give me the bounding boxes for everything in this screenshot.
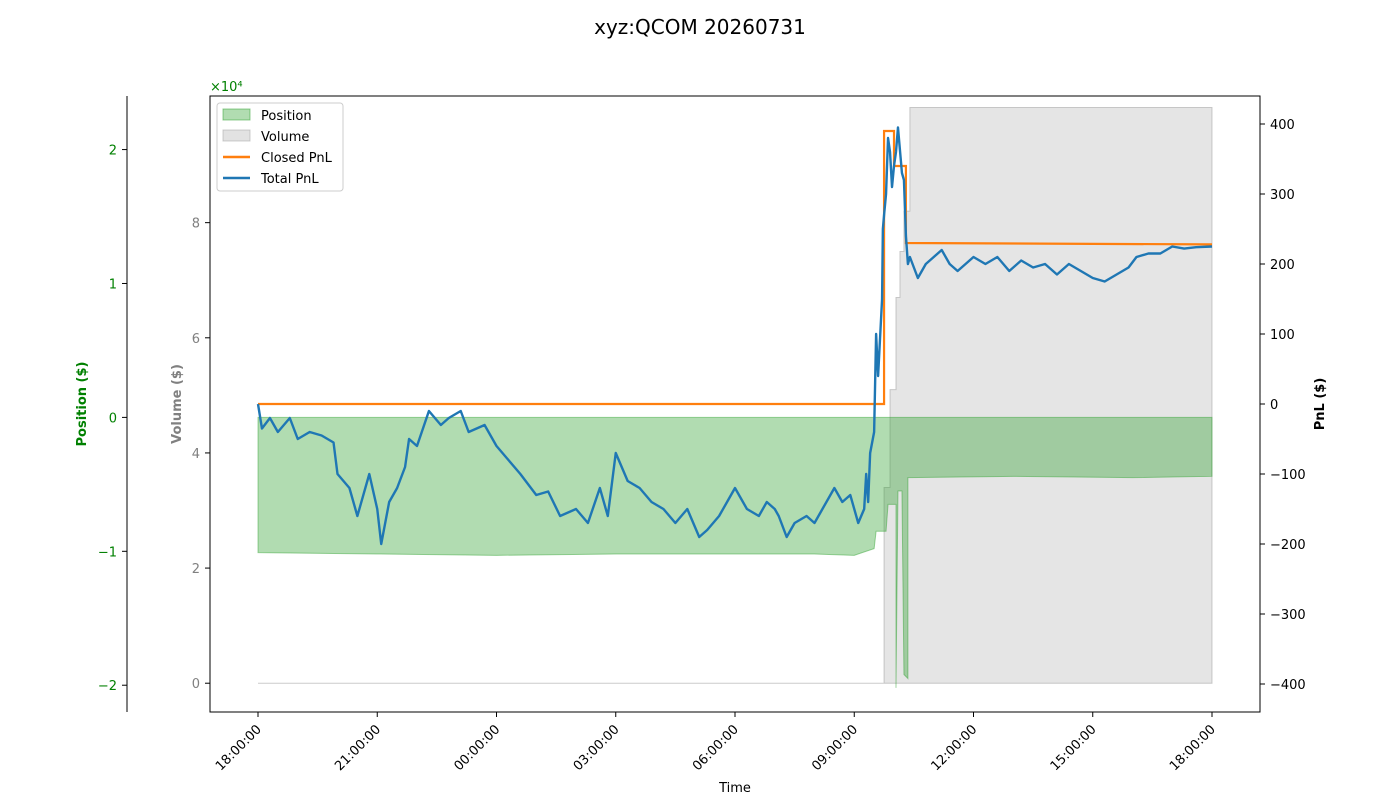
volume-tick-label: 0 — [192, 677, 200, 692]
legend-label: Closed PnL — [261, 151, 333, 166]
series-position-area — [257, 416, 1213, 688]
position-multiplier-label: ×10⁴ — [210, 80, 243, 95]
x-tick-label: 06:00:00 — [690, 722, 742, 774]
series-layer — [256, 107, 1213, 688]
pnl-tick-label: 100 — [1270, 328, 1295, 343]
legend-box — [216, 102, 344, 192]
legend: Position Volume Closed PnL Total PnL — [216, 102, 344, 192]
position-tick-label: 1 — [109, 277, 117, 292]
x-tick-label: 09:00:00 — [809, 722, 861, 774]
pnl-tick-label: −200 — [1270, 538, 1306, 553]
x-axis: 18:00:00 21:00:00 00:00:00 03:00:00 06:00:00… — [213, 712, 1219, 774]
volume-axis: 8 6 4 2 0 — [192, 217, 210, 692]
chart-title: xyz:QCOM 20260731 — [594, 15, 806, 39]
legend-swatch — [222, 129, 251, 142]
x-tick-label: 15:00:00 — [1048, 722, 1100, 774]
position-tick-label: 0 — [109, 411, 117, 426]
legend-swatch — [222, 108, 251, 121]
pnl-tick-label: −100 — [1270, 468, 1306, 483]
legend-label: Total PnL — [260, 172, 319, 187]
position-axis: 2 1 0 −1 −2 — [98, 144, 127, 694]
x-axis-label: Time — [718, 781, 751, 796]
volume-tick-label: 8 — [192, 217, 200, 232]
pnl-tick-label: −400 — [1270, 678, 1306, 693]
pnl-tick-label: 200 — [1270, 258, 1295, 273]
series-volume-area — [258, 107, 1213, 684]
volume-tick-label: 6 — [192, 332, 200, 347]
x-tick-label: 03:00:00 — [571, 722, 623, 774]
pnl-tick-label: 300 — [1270, 188, 1295, 203]
position-axis-label: Position ($) — [75, 362, 90, 447]
legend-label: Volume — [261, 130, 309, 145]
position-tick-label: −1 — [98, 545, 117, 560]
volume-tick-label: 2 — [192, 562, 200, 577]
pnl-tick-label: 400 — [1270, 118, 1295, 133]
pnl-axis-label: PnL ($) — [1313, 378, 1328, 431]
x-tick-label: 00:00:00 — [451, 722, 503, 774]
x-tick-label: 21:00:00 — [332, 722, 384, 774]
x-tick-label: 12:00:00 — [928, 722, 980, 774]
pnl-axis: 400 300 200 100 0 −100 −200 −300 −400 — [1260, 118, 1306, 693]
position-tick-label: 2 — [109, 144, 117, 159]
x-tick-label: 18:00:00 — [1167, 722, 1219, 774]
pnl-tick-label: 0 — [1270, 398, 1278, 413]
position-tick-label: −2 — [98, 679, 117, 694]
legend-label: Position — [261, 109, 312, 124]
series-total-pnl-line — [256, 126, 1213, 546]
pnl-tick-label: −300 — [1270, 608, 1306, 623]
x-tick-label: 18:00:00 — [213, 722, 265, 774]
volume-axis-label: Volume ($) — [170, 364, 185, 444]
volume-tick-label: 4 — [192, 447, 200, 462]
